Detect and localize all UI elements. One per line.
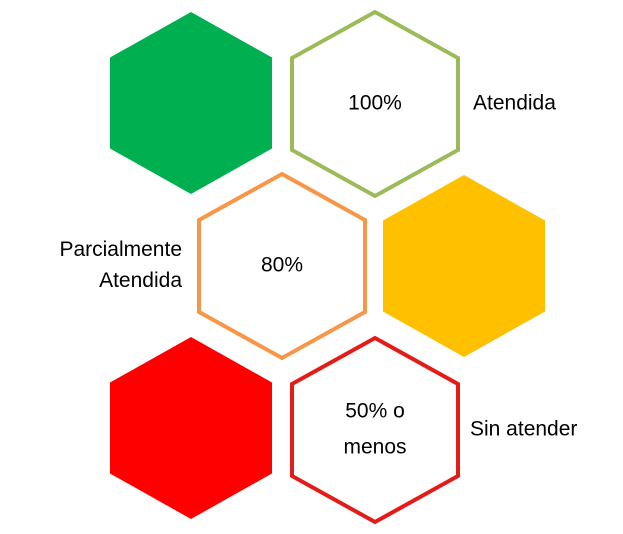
outlined-hexagon — [290, 9, 460, 199]
status-label: Sin atender — [470, 418, 577, 441]
outlined-hexagon — [197, 171, 367, 361]
status-label: Atendida — [473, 92, 556, 115]
filled-hexagon — [110, 12, 272, 194]
hexagon-value: 50% o — [345, 400, 405, 423]
hexagon-value: 100% — [348, 92, 402, 115]
hexagon-value: menos — [343, 436, 406, 459]
outlined-hexagon — [290, 335, 460, 525]
filled-hexagon — [383, 175, 545, 357]
status-label: Parcialmente — [59, 238, 182, 261]
filled-hexagon — [110, 337, 272, 519]
hexagon-value: 80% — [261, 254, 303, 277]
status-label: Atendida — [99, 269, 182, 292]
